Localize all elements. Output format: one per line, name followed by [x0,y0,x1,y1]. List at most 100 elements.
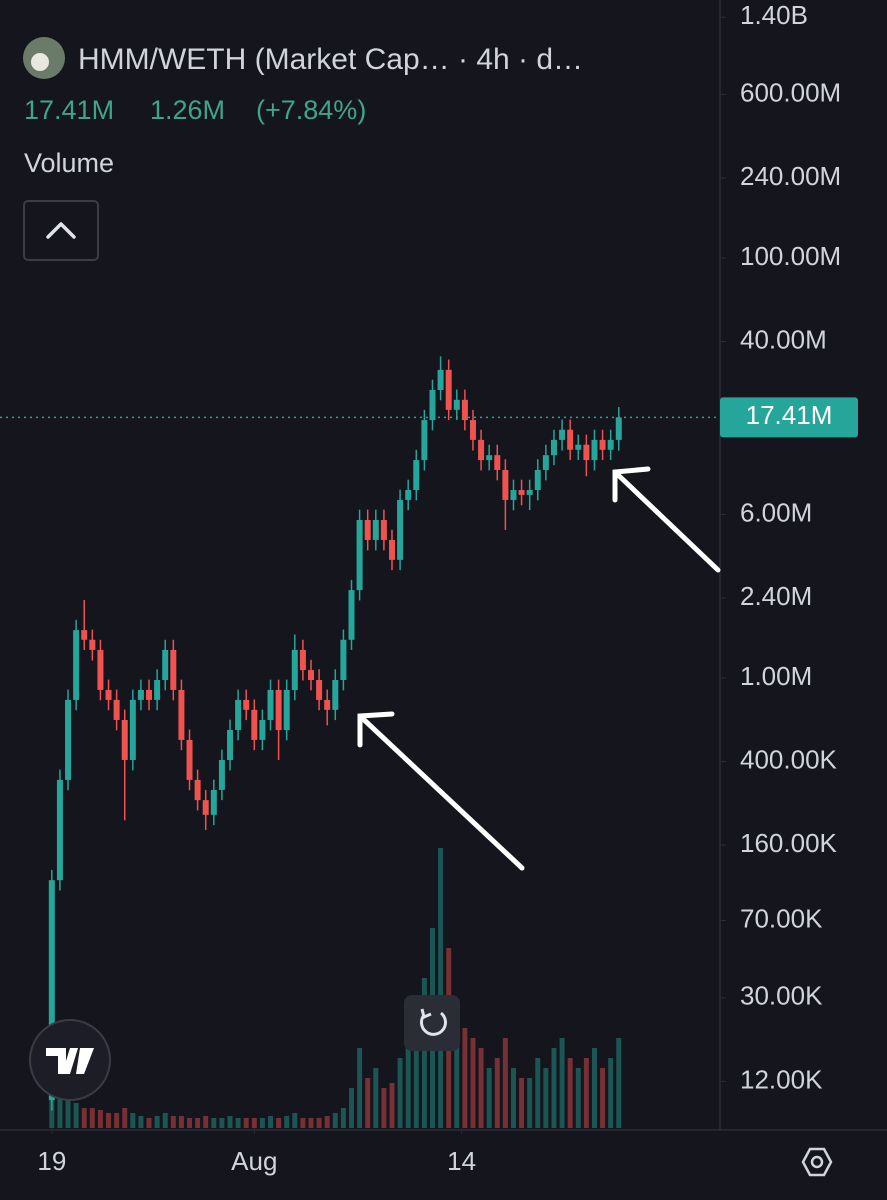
volume-bar [616,1038,622,1128]
volume-bar [454,1008,460,1128]
candle-body [162,649,169,680]
volume-bar [284,1116,290,1128]
volume-bar [154,1116,160,1128]
candle-body [397,499,404,560]
candle-body [194,779,201,801]
volume-bar [300,1118,306,1128]
candle-body [218,759,225,790]
candle-body [243,699,250,710]
candle-body [332,679,339,710]
volume-bar [519,1078,525,1128]
candle-body [235,699,242,731]
candle-body [478,439,485,461]
volume-bar [219,1118,225,1128]
y-tick-label: 30.00K [740,981,823,1011]
candle-body [154,679,161,700]
volume-bar [292,1113,298,1128]
x-tick-label: 19 [37,1146,66,1176]
candle-body [405,490,412,500]
volume-bar [324,1116,330,1128]
volume-bar [591,1048,597,1128]
volume-bar [162,1113,168,1128]
collapse-button[interactable] [23,200,99,261]
candle-body [445,369,452,410]
x-tick-label: 14 [447,1146,476,1176]
candle-body [591,439,598,461]
candle-body [210,789,217,815]
volume-bar [543,1068,549,1128]
y-tick-label: 1.00M [740,661,812,691]
y-tick-label: 1.40B [740,0,808,30]
candle-body [413,460,420,491]
candle-body [291,649,298,690]
candle-body [469,420,476,440]
candle-body [73,630,80,700]
volume-bar [494,1058,500,1128]
annotation-arrow [357,711,525,871]
candle-body [534,469,541,491]
candle-body [550,439,557,456]
volume-bar [195,1118,201,1128]
volume-bar [462,1028,468,1128]
volume-bar [106,1113,112,1128]
candle-body [48,880,55,1101]
candle-body [267,689,274,720]
candle-body [251,709,258,740]
annotation-arrow [612,466,721,573]
candle-body [113,699,120,720]
volume-bar [235,1118,241,1128]
collapse-icon [46,222,76,239]
volume-bar [510,1068,516,1128]
candle-body [348,590,355,640]
y-tick-label: 400.00K [740,744,838,774]
volume-bar [405,1048,411,1128]
volume-bar [65,1093,71,1128]
y-tick-label: 100.00M [740,241,841,271]
reset-icon [419,1011,447,1036]
y-tick-label: 6.00M [740,497,812,527]
volume-bar [567,1058,573,1128]
volume-bar [486,1068,492,1128]
volume-bar [97,1110,103,1128]
candle-body [575,444,582,450]
volume-bar [608,1058,614,1128]
candle-body [65,699,72,780]
candle-body [89,639,96,650]
volume-bar [421,978,427,1128]
volume-bar [348,1088,354,1128]
plot-area: 1.40B 600.00M 240.00M 100.00M 40.00M 6.00M 2.4… [0,0,858,1176]
candle-body [275,689,282,731]
y-tick-label: 70.00K [740,903,823,933]
volume-legend: Volume [24,148,114,178]
candle-body [567,429,574,450]
volume-bar [122,1108,128,1128]
candle-body [559,429,566,440]
reset-icon-arrow [420,1008,432,1020]
candle-body [146,689,153,700]
candle-body [429,389,436,421]
candle-body [607,439,614,450]
candle-body [340,639,347,680]
volume-bar [203,1116,209,1128]
volume-bar [276,1118,282,1128]
reset-button[interactable] [404,995,460,1051]
volume-bar [381,1088,387,1128]
candle-body [502,469,509,500]
candle-body [308,670,315,680]
candle-body [461,399,468,421]
settings-icon-center [810,1155,824,1169]
candle-body [186,739,193,780]
candle-body [316,679,323,700]
volume-bar [227,1116,233,1128]
candle-body [299,649,306,671]
volume-bar [251,1118,257,1128]
volume-bar [130,1113,136,1128]
settings-icon[interactable] [801,1147,833,1177]
y-tick-label: 12.00K [740,1064,823,1094]
candle-body [356,520,363,591]
volume-bar [146,1118,152,1128]
candle-body [105,689,112,700]
candle-body [56,779,63,881]
volume-bar [575,1068,581,1128]
